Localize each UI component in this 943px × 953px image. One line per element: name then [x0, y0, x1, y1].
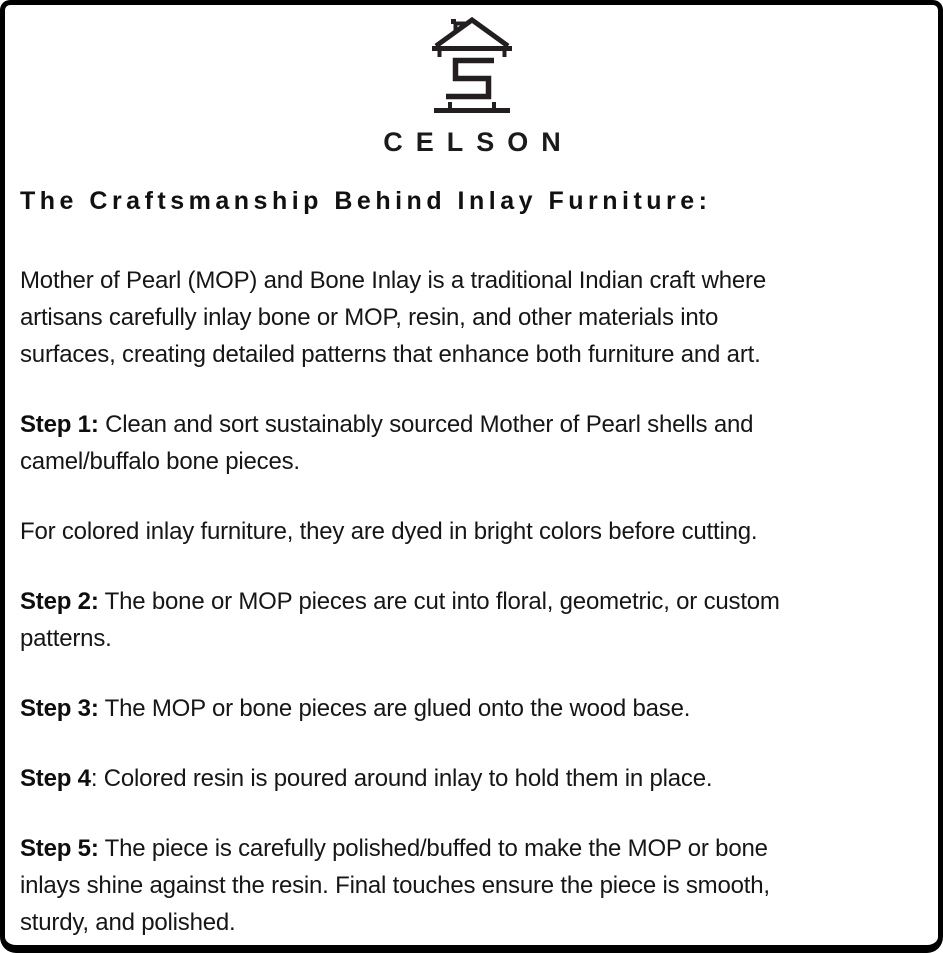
house-with-s-monogram-icon: [432, 16, 512, 113]
brand-header: CELSON: [20, 13, 924, 158]
paragraph-text: The piece is carefully polished/buffed t…: [20, 835, 770, 936]
paragraph-step-4: Step 4: Colored resin is poured around i…: [20, 760, 924, 797]
paragraph-text: Mother of Pearl (MOP) and Bone Inlay is …: [20, 267, 766, 368]
paragraph-text: : Colored resin is poured around inlay t…: [90, 765, 713, 792]
paragraph-colored-inlay-note: For colored inlay furniture, they are dy…: [20, 513, 924, 550]
step-label: Step 5:: [20, 835, 99, 862]
paragraph-text: For colored inlay furniture, they are dy…: [20, 518, 758, 545]
paragraph-text: Clean and sort sustainably sourced Mothe…: [20, 411, 754, 475]
page-heading: The Craftsmanship Behind Inlay Furniture…: [20, 187, 712, 215]
paragraph-text: The MOP or bone pieces are glued onto th…: [98, 695, 691, 722]
step-label: Step 2:: [20, 588, 99, 615]
brand-name: CELSON: [383, 127, 574, 157]
paragraph-step-3: Step 3: The MOP or bone pieces are glued…: [20, 690, 924, 727]
article-body: Mother of Pearl (MOP) and Bone Inlay is …: [20, 262, 924, 941]
step-label: Step 3:: [20, 695, 99, 722]
paragraph-step-1: Step 1: Clean and sort sustainably sourc…: [20, 406, 924, 480]
paragraph-intro: Mother of Pearl (MOP) and Bone Inlay is …: [20, 262, 924, 373]
paragraph-text: The bone or MOP pieces are cut into flor…: [20, 588, 780, 652]
paragraph-step-2: Step 2: The bone or MOP pieces are cut i…: [20, 583, 924, 657]
brand-logo: [20, 13, 924, 119]
paragraph-step-5: Step 5: The piece is carefully polished/…: [20, 830, 924, 941]
step-label: Step 1:: [20, 411, 99, 438]
step-label: Step 4: [20, 765, 91, 792]
